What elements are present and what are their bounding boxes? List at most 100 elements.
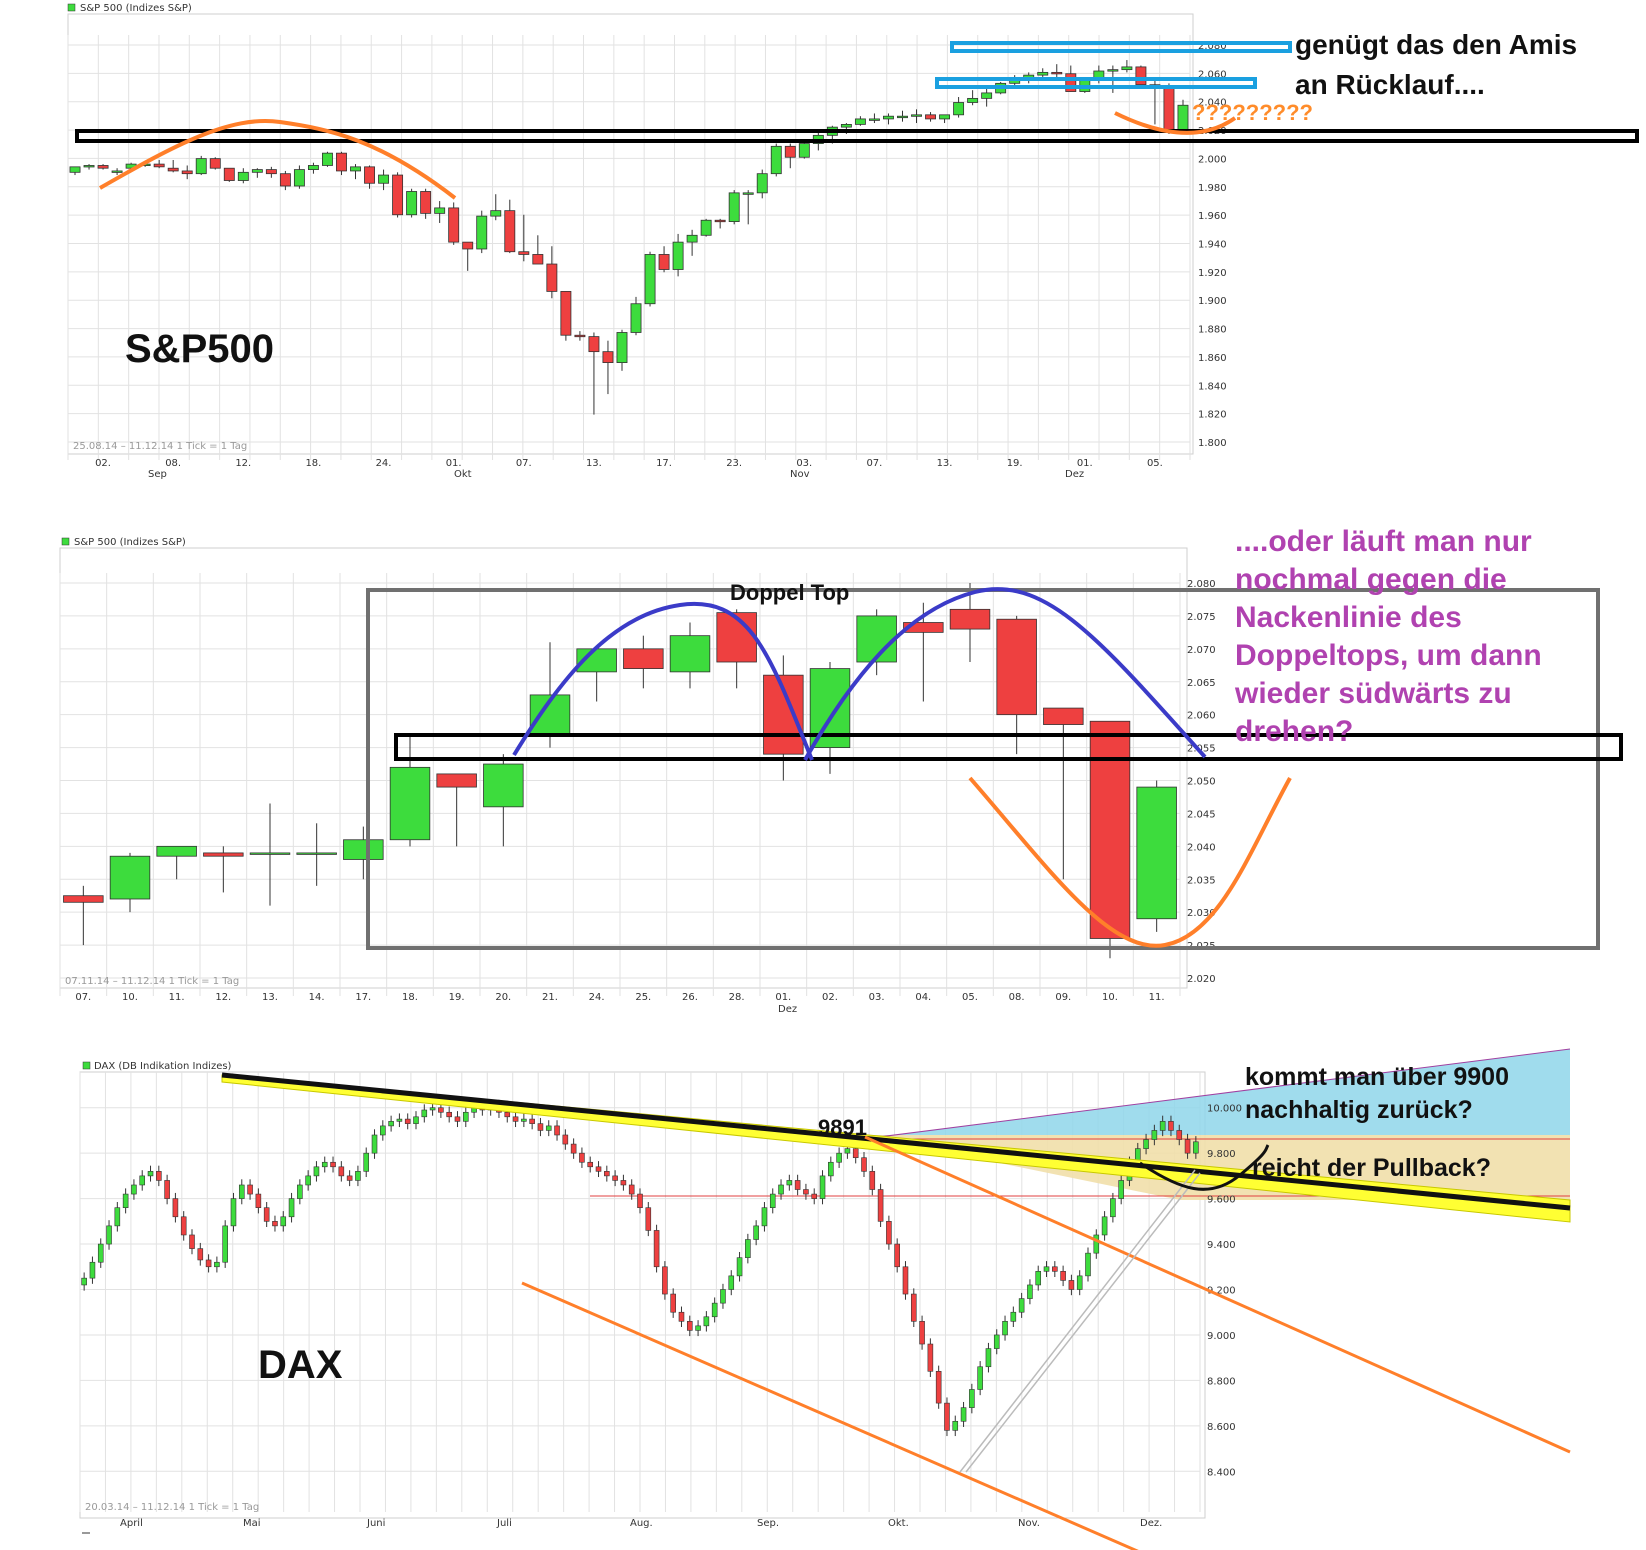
panel2-body — [716, 612, 757, 663]
panel1-body — [504, 210, 516, 253]
panel3-month-label: Juni — [366, 1518, 385, 1529]
panel3-body — [695, 1325, 701, 1331]
panel3-body — [910, 1293, 917, 1322]
panel3-body — [1101, 1216, 1108, 1236]
panel1-x-tick: 13. — [937, 458, 953, 469]
panel3-body — [238, 1184, 245, 1199]
panel2-orange-bowl — [968, 776, 1292, 948]
panel3-candle — [380, 1120, 386, 1141]
panel1-candle — [854, 116, 866, 126]
panel3-candle — [321, 1156, 328, 1173]
panel1-legend-swatch — [67, 3, 76, 12]
panel3-candle — [1151, 1124, 1158, 1146]
panel-dax: DAX (DB Indikation Indizes) 10.000 9.800 9… — [79, 1048, 1571, 1550]
panel1-cyan-box-top — [950, 41, 1292, 53]
panel1-candle — [364, 165, 375, 189]
panel3-body — [429, 1107, 436, 1111]
panel1-body — [532, 254, 544, 265]
panel1-body — [925, 114, 936, 120]
panel2-candle — [296, 823, 337, 886]
panel3-candle — [761, 1202, 768, 1232]
panel3-month-label: Juli — [496, 1518, 512, 1529]
panel3-body — [944, 1402, 950, 1431]
panel3-candle — [786, 1174, 793, 1191]
panel1-candle — [798, 142, 810, 159]
panel3-grey-support-1 — [959, 1169, 1196, 1473]
panel1-candle — [153, 159, 165, 169]
panel2-body — [249, 852, 291, 855]
panel3-body — [736, 1257, 743, 1277]
panel3-candle — [1018, 1292, 1025, 1318]
panel2-x-tick: 13. — [262, 992, 278, 1003]
panel1-body — [700, 219, 712, 236]
panel-sp500-zoom: S&P 500 (Indizes S&P) 2.080 2.075 2.070 2.0… — [59, 525, 1623, 1015]
panel3-body — [1110, 1198, 1116, 1218]
panel3-candle — [935, 1365, 942, 1409]
panel2-x-tick: 10. — [122, 992, 138, 1003]
panel3-month-label: April — [120, 1518, 143, 1529]
panel2-x-tick: 17. — [355, 992, 371, 1003]
panel3-candle — [164, 1174, 170, 1205]
panel2-x-tick: 05. — [962, 992, 978, 1003]
panel3-candle — [172, 1192, 179, 1223]
panel2-y-tick: 2.050 — [1187, 777, 1216, 788]
panel3-body — [794, 1180, 801, 1190]
panel3-body — [321, 1161, 328, 1168]
panel3-candle — [272, 1215, 278, 1232]
panel3-candle — [570, 1138, 577, 1159]
panel1-body — [322, 152, 333, 166]
panel3-note-line1: kommt man über 9900 — [1245, 1063, 1509, 1091]
panel1-body — [1135, 66, 1147, 86]
panel3-candle — [1168, 1115, 1174, 1137]
panel2-candle — [716, 609, 757, 689]
panel3-body — [620, 1180, 627, 1186]
panel3-candle — [554, 1120, 560, 1141]
panel1-body — [83, 165, 95, 168]
panel2-x-tick: 08. — [1009, 992, 1025, 1003]
panel3-candle — [363, 1147, 370, 1178]
panel3-body — [446, 1111, 452, 1118]
panel1-candle — [897, 110, 908, 122]
panel3-candle — [695, 1320, 701, 1337]
panel3-grey-support-2 — [965, 1172, 1201, 1473]
panel3-body — [861, 1157, 867, 1172]
panel3-candle — [446, 1106, 452, 1123]
panel1-body — [1121, 66, 1133, 71]
panel3-body — [1118, 1180, 1124, 1199]
panel2-body — [949, 608, 991, 630]
panel3-body — [131, 1184, 137, 1195]
panel3-body — [280, 1216, 287, 1227]
panel1-y-tick: 1.920 — [1198, 268, 1227, 279]
panel3-body — [1035, 1271, 1042, 1286]
panel3-month-label: Sep. — [757, 1518, 779, 1529]
panel1-body — [546, 263, 558, 292]
panel3-candle — [421, 1104, 428, 1123]
panel3-candle — [1110, 1192, 1116, 1223]
panel3-candle — [263, 1202, 270, 1228]
panel3-candle — [197, 1242, 204, 1266]
panel1-x-tick: 03. — [796, 458, 812, 469]
panel3-body — [935, 1371, 942, 1404]
panel2-y-tick: 2.075 — [1187, 612, 1216, 623]
panel3-candle — [977, 1361, 983, 1396]
panel2-x-tick: 19. — [449, 992, 465, 1003]
panel3-body — [529, 1118, 535, 1124]
panel3-body — [778, 1184, 784, 1195]
panel2-body — [156, 845, 197, 857]
panel3-candle — [396, 1113, 403, 1128]
panel3-body — [1151, 1130, 1158, 1140]
panel3-candle — [778, 1179, 784, 1200]
panel3-body — [662, 1266, 668, 1295]
panel3-body — [1176, 1130, 1183, 1140]
panel1-month-label: Dez — [1065, 469, 1084, 480]
panel2-x-ticks: 07. 10. 11. 12. 13. 14. 17. 18. 19. 20. 21. 24. 25. 2… — [75, 992, 1164, 1015]
panel1-candle — [237, 168, 249, 184]
panel3-body — [852, 1148, 859, 1159]
panel1-body — [868, 118, 880, 121]
panel3-candle — [902, 1261, 909, 1300]
panel3-candle — [728, 1270, 735, 1296]
panel3-body — [844, 1148, 851, 1154]
panel1-candle — [658, 246, 670, 273]
panel3-candle — [653, 1224, 660, 1273]
panel3-candle — [745, 1233, 751, 1264]
